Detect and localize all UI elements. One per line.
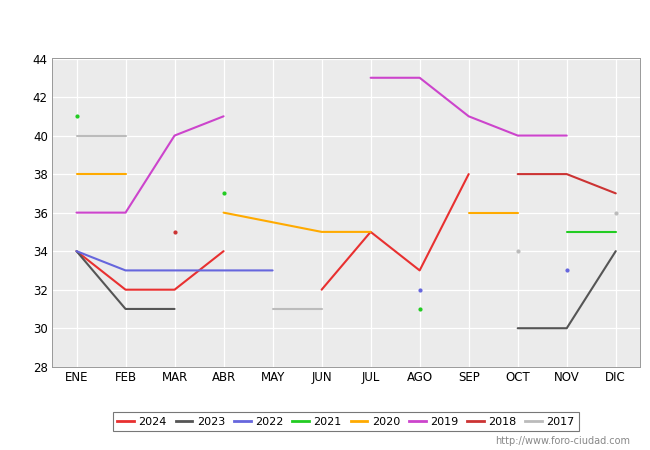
Text: http://www.foro-ciudad.com: http://www.foro-ciudad.com	[495, 436, 630, 446]
Legend: 2024, 2023, 2022, 2021, 2020, 2019, 2018, 2017: 2024, 2023, 2022, 2021, 2020, 2019, 2018…	[113, 412, 579, 431]
Text: Afiliados en Turón a 30/9/2024: Afiliados en Turón a 30/9/2024	[192, 18, 458, 36]
